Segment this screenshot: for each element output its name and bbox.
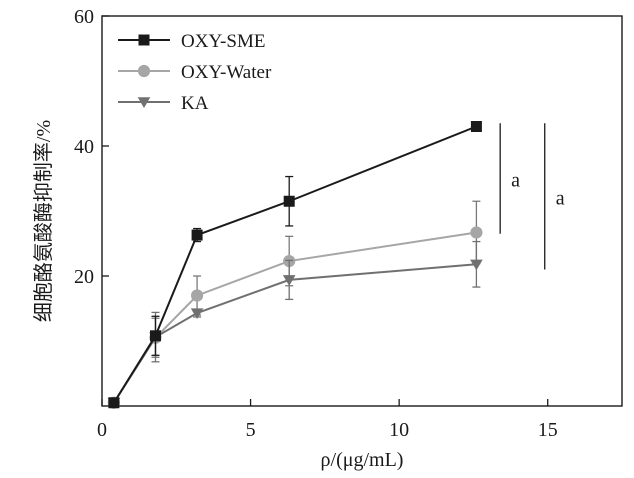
plot-frame (101, 15, 623, 407)
data-point (191, 229, 203, 241)
y-axis-title: 细胞酪氨酸酶抑制率/% (32, 120, 55, 322)
significance-label: a (556, 187, 565, 209)
legend-label: OXY-Water (181, 62, 272, 83)
series-line (113, 231, 477, 404)
data-point (108, 397, 120, 409)
legend-item: KA (118, 93, 209, 114)
data-point (190, 289, 204, 302)
series-line (113, 125, 477, 404)
data-point (149, 330, 161, 342)
x-tick-label: 15 (538, 419, 558, 441)
x-tick-label: 10 (389, 419, 409, 441)
legend-item: OXY-SME (118, 31, 265, 52)
data-point (470, 226, 483, 239)
data-point (470, 259, 483, 271)
axis-ticks: 0 5 10 15 20 40 60 (74, 6, 558, 441)
series-layer (107, 121, 483, 409)
x-axis-title: ρ/(μg/mL) (321, 449, 404, 471)
data-point (190, 308, 204, 320)
data-point (282, 275, 296, 286)
series-ka (107, 240, 483, 409)
x-tick-label: 5 (246, 419, 256, 441)
significance-label: a (511, 170, 520, 192)
legend-swatch-marker (137, 64, 151, 78)
plot-border (101, 15, 623, 407)
legend-label: OXY-SME (181, 31, 265, 52)
data-point (470, 121, 482, 132)
legend-item: OXY-Water (118, 62, 272, 83)
series-line (113, 263, 477, 404)
y-tick-label: 20 (74, 266, 94, 288)
legend-label: KA (181, 93, 209, 114)
legend: OXY-SME OXY-Water KA (118, 31, 272, 114)
y-tick-label: 60 (74, 6, 94, 28)
legend-swatch-marker (137, 97, 151, 108)
data-point (283, 195, 295, 207)
series-oxy-water (107, 200, 483, 409)
annotations-layer: aa (499, 123, 565, 270)
x-tick-label: 0 (97, 419, 107, 441)
y-tick-label: 40 (74, 136, 94, 158)
legend-swatch-marker (138, 34, 150, 46)
series-oxy-sme (108, 121, 482, 409)
